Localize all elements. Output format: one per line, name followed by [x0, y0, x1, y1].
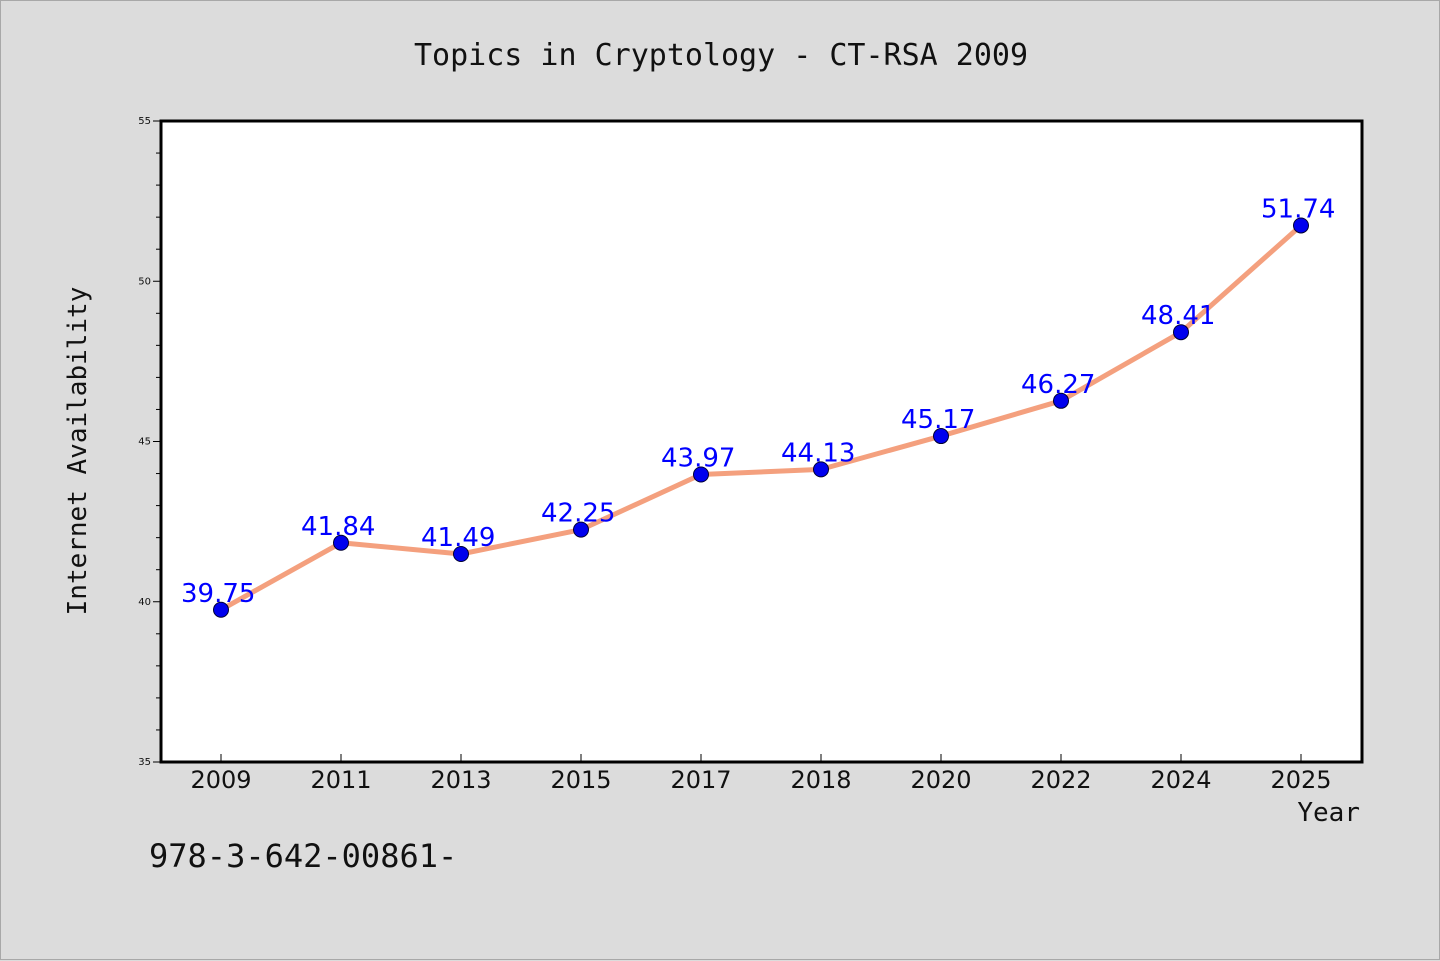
y-tick-label: 35	[138, 757, 151, 768]
y-tick-label: 45	[138, 437, 151, 448]
y-tick-label: 55	[138, 116, 151, 127]
y-tick-label: 40	[138, 597, 151, 608]
data-label: 44.13	[781, 438, 855, 468]
y-tick-label: 50	[138, 276, 151, 287]
x-axis: 2009 2011 2013 2015 2017 2018 2020 2022 2024 2025	[190, 754, 1332, 794]
data-label: 46.27	[1021, 370, 1095, 400]
data-label: 39.75	[181, 579, 255, 609]
data-point	[933, 428, 949, 445]
x-tick-label: 2024	[1150, 766, 1211, 794]
data-point	[1053, 392, 1069, 409]
data-point	[693, 466, 709, 483]
data-label: 51.74	[1261, 194, 1335, 224]
data-label: 43.97	[661, 444, 735, 474]
data-label: 45.17	[901, 405, 975, 435]
data-point	[813, 461, 829, 478]
y-axis: 35 40 45 50 55	[138, 116, 161, 768]
data-label: 48.41	[1141, 301, 1215, 331]
x-tick-label: 2022	[1030, 766, 1091, 794]
x-tick-label: 2015	[550, 766, 611, 794]
chart-title: Topics in Cryptology - CT-RSA 2009	[414, 38, 1028, 73]
data-label: 41.84	[301, 512, 375, 542]
data-point	[213, 601, 229, 618]
data-point	[1173, 324, 1189, 341]
plot-area	[159, 119, 1364, 764]
x-tick-label: 2025	[1270, 766, 1331, 794]
data-label: 41.49	[421, 523, 495, 553]
data-point	[453, 545, 469, 562]
x-tick-label: 2009	[190, 766, 251, 794]
footnote: 978-3-642-00861-	[149, 837, 457, 875]
x-tick-label: 2020	[910, 766, 971, 794]
series-layer: 39.75 41.84 41.49 42.25 43.97 44.13 45.17 46.27…	[181, 194, 1335, 618]
data-point	[1293, 217, 1309, 234]
data-label: 42.25	[541, 499, 615, 529]
data-point	[333, 534, 349, 551]
x-tick-label: 2011	[310, 766, 371, 794]
series-line	[218, 222, 1304, 613]
x-tick-label: 2013	[430, 766, 491, 794]
data-point	[573, 521, 589, 538]
x-tick-label: 2017	[670, 766, 731, 794]
x-tick-label: 2018	[790, 766, 851, 794]
y-axis-label: Internet Availability	[63, 287, 93, 616]
x-axis-label: Year	[1297, 798, 1360, 828]
